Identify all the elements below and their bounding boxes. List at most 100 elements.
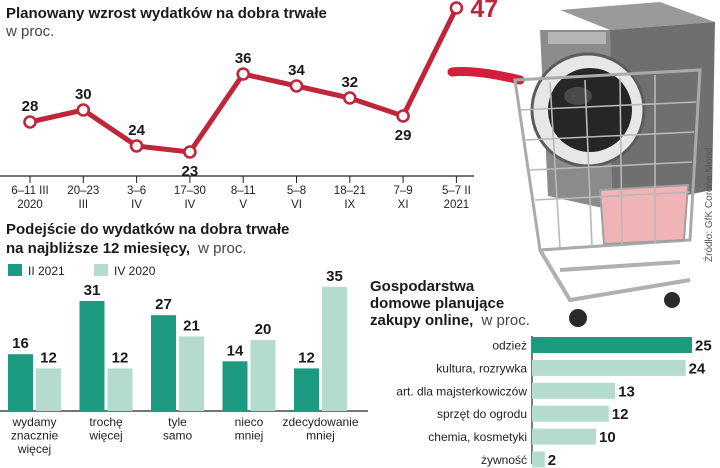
x-tick-label: 2020 [17, 199, 43, 211]
cart-wheel [664, 292, 680, 308]
line-value-label: 36 [235, 50, 252, 67]
x-tick-label: VI [291, 199, 302, 211]
line-chart: Planowany wzrost wydatków na dobra trwał… [0, 0, 498, 211]
line-point [449, 1, 464, 15]
bar-value-label: 12 [112, 349, 129, 366]
cart-handle [447, 67, 525, 85]
bar [222, 361, 248, 411]
hbar-title-line3: zakupy online, w proc. [370, 312, 530, 329]
hbar-category-label: art. dla majsterkowiczów [396, 384, 527, 398]
bar-category-label: więcej [88, 429, 122, 443]
line-chart-series: 28 30 24 23 36 34 32 29 47 [22, 0, 499, 180]
bar-value-label: 12 [40, 349, 57, 366]
legend-swatch-series-2 [94, 264, 108, 276]
hbar-title-line2: domowe planujące [370, 295, 504, 312]
legend-label-series-1: II 2021 [28, 264, 65, 278]
line-point [236, 67, 250, 81]
bar-category-label: samo [163, 429, 193, 443]
bar-category-label: tyle [168, 415, 187, 429]
hbar [532, 405, 609, 422]
washer-panel [548, 32, 606, 44]
bar-legend: II 2021 IV 2020 [8, 264, 156, 278]
bar-category-label: mniej [306, 429, 335, 443]
line-point [289, 79, 304, 93]
x-tick-label: IV [131, 199, 142, 211]
hbar [532, 359, 686, 376]
bar [107, 368, 133, 411]
washer-door-glass [548, 68, 632, 152]
x-tick-label: 17–30 [174, 185, 206, 197]
washer-side [610, 22, 715, 210]
bar-category-label: więcej [17, 442, 51, 456]
bar-value-label: 35 [326, 268, 343, 285]
hbar-category-label: sprzęt do ogrodu [437, 407, 527, 421]
hbar-chart-online: Gospodarstwa domowe planujące zakupy onl… [370, 278, 712, 468]
x-tick-label: 18–21 [334, 185, 366, 197]
hbar-category-label: żywność [481, 453, 527, 467]
legend-swatch-series-1 [8, 264, 22, 276]
bar-chart-attitude: Podejście do wydatków na dobra trwałe na… [0, 221, 368, 456]
source-note: Źródło: GfK Corona Mood [702, 148, 715, 263]
hbar-value-label: 24 [689, 360, 706, 377]
cart-washing-machine-illustration [447, 2, 715, 327]
hbar [532, 337, 692, 353]
hbar-value-label: 25 [695, 338, 712, 355]
hbar-category-label: kultura, rozrywka [436, 361, 527, 375]
bar [322, 286, 347, 411]
hbar-value-label: 2 [548, 452, 556, 468]
hbar-value-label: 13 [618, 383, 635, 400]
line-value-label: 29 [395, 127, 412, 144]
bar [36, 368, 61, 411]
line-point [342, 91, 357, 105]
line-chart-ticks: 6–11 III 2020 20–23 III 3–6 IV 17–30 IV 8–11 V 5–8… [11, 176, 471, 211]
hbar [532, 451, 545, 468]
line-point [183, 145, 197, 159]
bar-value-label: 31 [84, 282, 101, 299]
line-value-label: 23 [182, 163, 199, 180]
x-tick-label: V [239, 199, 247, 211]
cart-frame [538, 248, 691, 303]
hbar-subtitle: w proc. [481, 312, 530, 329]
cart-grid [519, 75, 697, 249]
bar-value-label: 16 [12, 335, 29, 352]
bar-chart-subtitle: w proc. [197, 240, 246, 257]
bar-category-label: znacznie [11, 429, 59, 443]
cart-wheel [569, 309, 587, 327]
line-value-label: 32 [341, 74, 358, 91]
bar [294, 368, 319, 411]
x-tick-label: IV [184, 199, 195, 211]
bar-category-label: nieco [235, 415, 264, 429]
bar [151, 315, 176, 411]
x-tick-label: 3–6 [127, 185, 146, 197]
bar [179, 336, 204, 411]
bar-value-label: 20 [255, 321, 272, 338]
line-value-label: 30 [75, 86, 92, 103]
bar-value-label: 27 [155, 296, 172, 313]
line-value-label: 47 [470, 0, 498, 23]
hbar [532, 382, 616, 399]
x-tick-label: 6–11 III [11, 185, 49, 197]
bar-chart-marks: 1612wydamyznaczniewięcej3112trochęwięcej… [8, 268, 359, 456]
bar [8, 354, 33, 411]
bar [79, 300, 105, 411]
bar-chart-title-line2: na najbliższe 12 miesięcy, w proc. [6, 240, 247, 257]
washer-top [560, 2, 715, 30]
legend-label-series-2: IV 2020 [114, 264, 156, 278]
bar-value-label: 14 [227, 342, 244, 359]
x-tick-label: 7–9 [394, 185, 413, 197]
x-tick-label: XI [398, 199, 409, 211]
bar-chart-title: Podejście do wydatków na dobra trwałe [6, 221, 289, 238]
line-point [396, 109, 410, 123]
line-value-label: 24 [128, 122, 145, 139]
line-chart-subtitle: w proc. [5, 23, 54, 40]
x-tick-label: 5–7 II [442, 185, 471, 197]
bar-category-label: wydamy [11, 415, 56, 429]
line-value-label: 34 [288, 62, 305, 79]
bar [250, 340, 276, 411]
x-tick-label: 5–8 [287, 185, 306, 197]
hbar-category-label: chemia, kosmetyki [428, 430, 527, 444]
hbar-title-line1: Gospodarstwa [370, 278, 475, 295]
bar-chart-title-line2-main: na najbliższe 12 miesięcy, [6, 240, 190, 257]
line-chart-title: Planowany wzrost wydatków na dobra trwał… [6, 5, 327, 22]
cart-basket [513, 68, 702, 252]
